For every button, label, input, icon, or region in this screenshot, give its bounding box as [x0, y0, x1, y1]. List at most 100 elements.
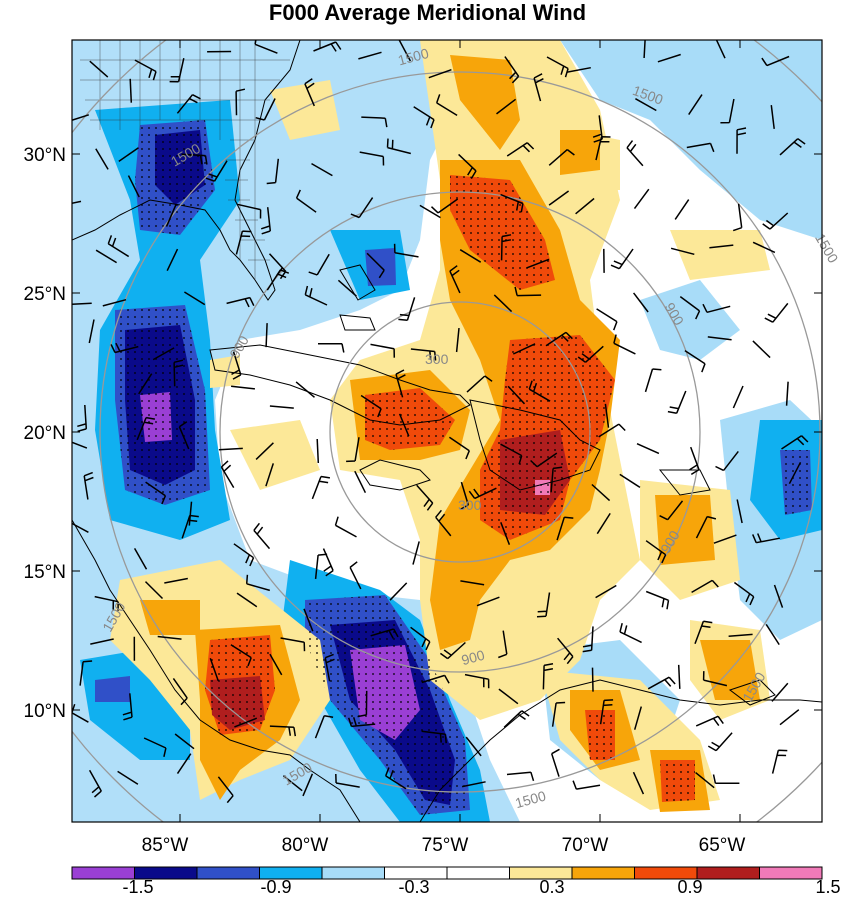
wind-barb — [318, 342, 345, 353]
wind-barb — [667, 390, 687, 414]
wind-barb — [712, 774, 740, 785]
wind-barb — [143, 737, 167, 757]
wind-barb — [253, 522, 271, 550]
y-tick-label: 15°N — [24, 562, 66, 583]
wind-barb — [398, 297, 416, 322]
wind-barb — [595, 135, 611, 161]
wind-barb — [633, 292, 649, 313]
x-tick-label: 70°W — [562, 835, 609, 856]
wind-barb — [626, 140, 644, 167]
wind-barb — [781, 435, 809, 450]
wind-barb — [460, 580, 485, 586]
wind-barb — [209, 657, 219, 682]
wind-barb — [129, 78, 133, 103]
wind-barb — [632, 771, 645, 795]
wind-barb — [439, 641, 466, 660]
wind-barb — [269, 725, 297, 737]
wind-barb — [226, 296, 255, 308]
wind-barb — [334, 516, 357, 538]
wind-barb — [702, 671, 728, 687]
wind-barb — [235, 230, 252, 255]
wind-barb — [346, 437, 360, 463]
wind-barb — [770, 105, 775, 129]
wind-barb — [619, 473, 641, 489]
wind-barb — [266, 269, 290, 291]
wind-barb — [205, 160, 228, 182]
y-tick-label: 20°N — [24, 423, 66, 444]
wind-barb — [419, 204, 441, 219]
wind-barb — [694, 620, 713, 645]
wind-barb — [79, 660, 93, 686]
wind-barb — [430, 198, 459, 214]
wind-barb — [582, 626, 594, 653]
wind-barb — [295, 189, 317, 213]
wind-barb — [468, 487, 497, 500]
wind-barb — [234, 717, 258, 728]
colorbar — [71, 866, 823, 880]
wind-barb — [732, 385, 744, 409]
wind-barb — [448, 436, 470, 460]
wind-barb — [713, 534, 737, 544]
wind-barb — [83, 471, 94, 500]
wind-barb — [136, 416, 156, 441]
wind-barb — [133, 548, 148, 570]
wind-barb — [89, 60, 109, 78]
wind-barb — [410, 626, 431, 651]
wind-barb — [695, 715, 724, 727]
wind-barb — [255, 442, 274, 460]
wind-barb — [428, 68, 452, 79]
wind-barb — [595, 584, 617, 599]
x-axis-labels: 85°W 80°W 75°W 70°W 65°W — [142, 835, 746, 856]
wind-barb — [551, 701, 566, 727]
wind-barb — [176, 753, 192, 775]
wind-barb — [496, 98, 517, 115]
wind-barb — [237, 203, 262, 219]
wind-barb — [231, 385, 255, 390]
wind-barb — [598, 423, 626, 438]
wind-barb — [761, 55, 790, 67]
wind-barb — [548, 190, 570, 206]
wind-barb — [269, 405, 294, 409]
wind-barb — [435, 509, 452, 537]
wind-barb — [313, 41, 342, 52]
wind-barb — [545, 331, 573, 347]
wind-barb — [302, 773, 314, 797]
wind-barb — [217, 776, 234, 804]
wind-barb — [269, 653, 283, 676]
wind-barb — [398, 40, 412, 62]
wind-barb — [500, 193, 524, 213]
wind-barb — [280, 637, 306, 652]
wind-barb — [308, 253, 330, 276]
wind-barb — [117, 770, 139, 785]
wind-barb — [165, 204, 177, 227]
wind-barb — [613, 334, 636, 355]
wind-barb — [550, 748, 560, 777]
plot-frame — [71, 39, 823, 823]
wind-barb — [684, 349, 706, 373]
wind-barb — [546, 56, 569, 78]
wind-barb — [476, 596, 500, 607]
wind-barb — [164, 577, 188, 584]
wind-barb — [311, 475, 331, 500]
wind-barb — [679, 295, 701, 320]
wind-barb — [610, 248, 634, 270]
wind-barb — [591, 667, 594, 692]
wind-barb — [720, 98, 735, 124]
wind-barb — [370, 343, 396, 358]
wind-barb — [461, 781, 486, 788]
colorbar-swatch — [446, 866, 510, 880]
wind-barb — [645, 590, 670, 610]
wind-barb — [245, 574, 271, 592]
wind-barb — [785, 381, 789, 406]
colorbar-swatch — [759, 866, 823, 880]
wind-barb — [188, 501, 193, 526]
wind-barb — [421, 730, 447, 744]
wind-barb — [691, 579, 719, 594]
wind-barb — [134, 59, 157, 81]
x-tick-label: 85°W — [142, 835, 189, 856]
wind-barb — [233, 543, 255, 567]
wind-barb — [506, 142, 535, 157]
wind-barb — [557, 637, 574, 665]
wind-barb — [732, 203, 743, 232]
wind-barb — [533, 73, 544, 102]
